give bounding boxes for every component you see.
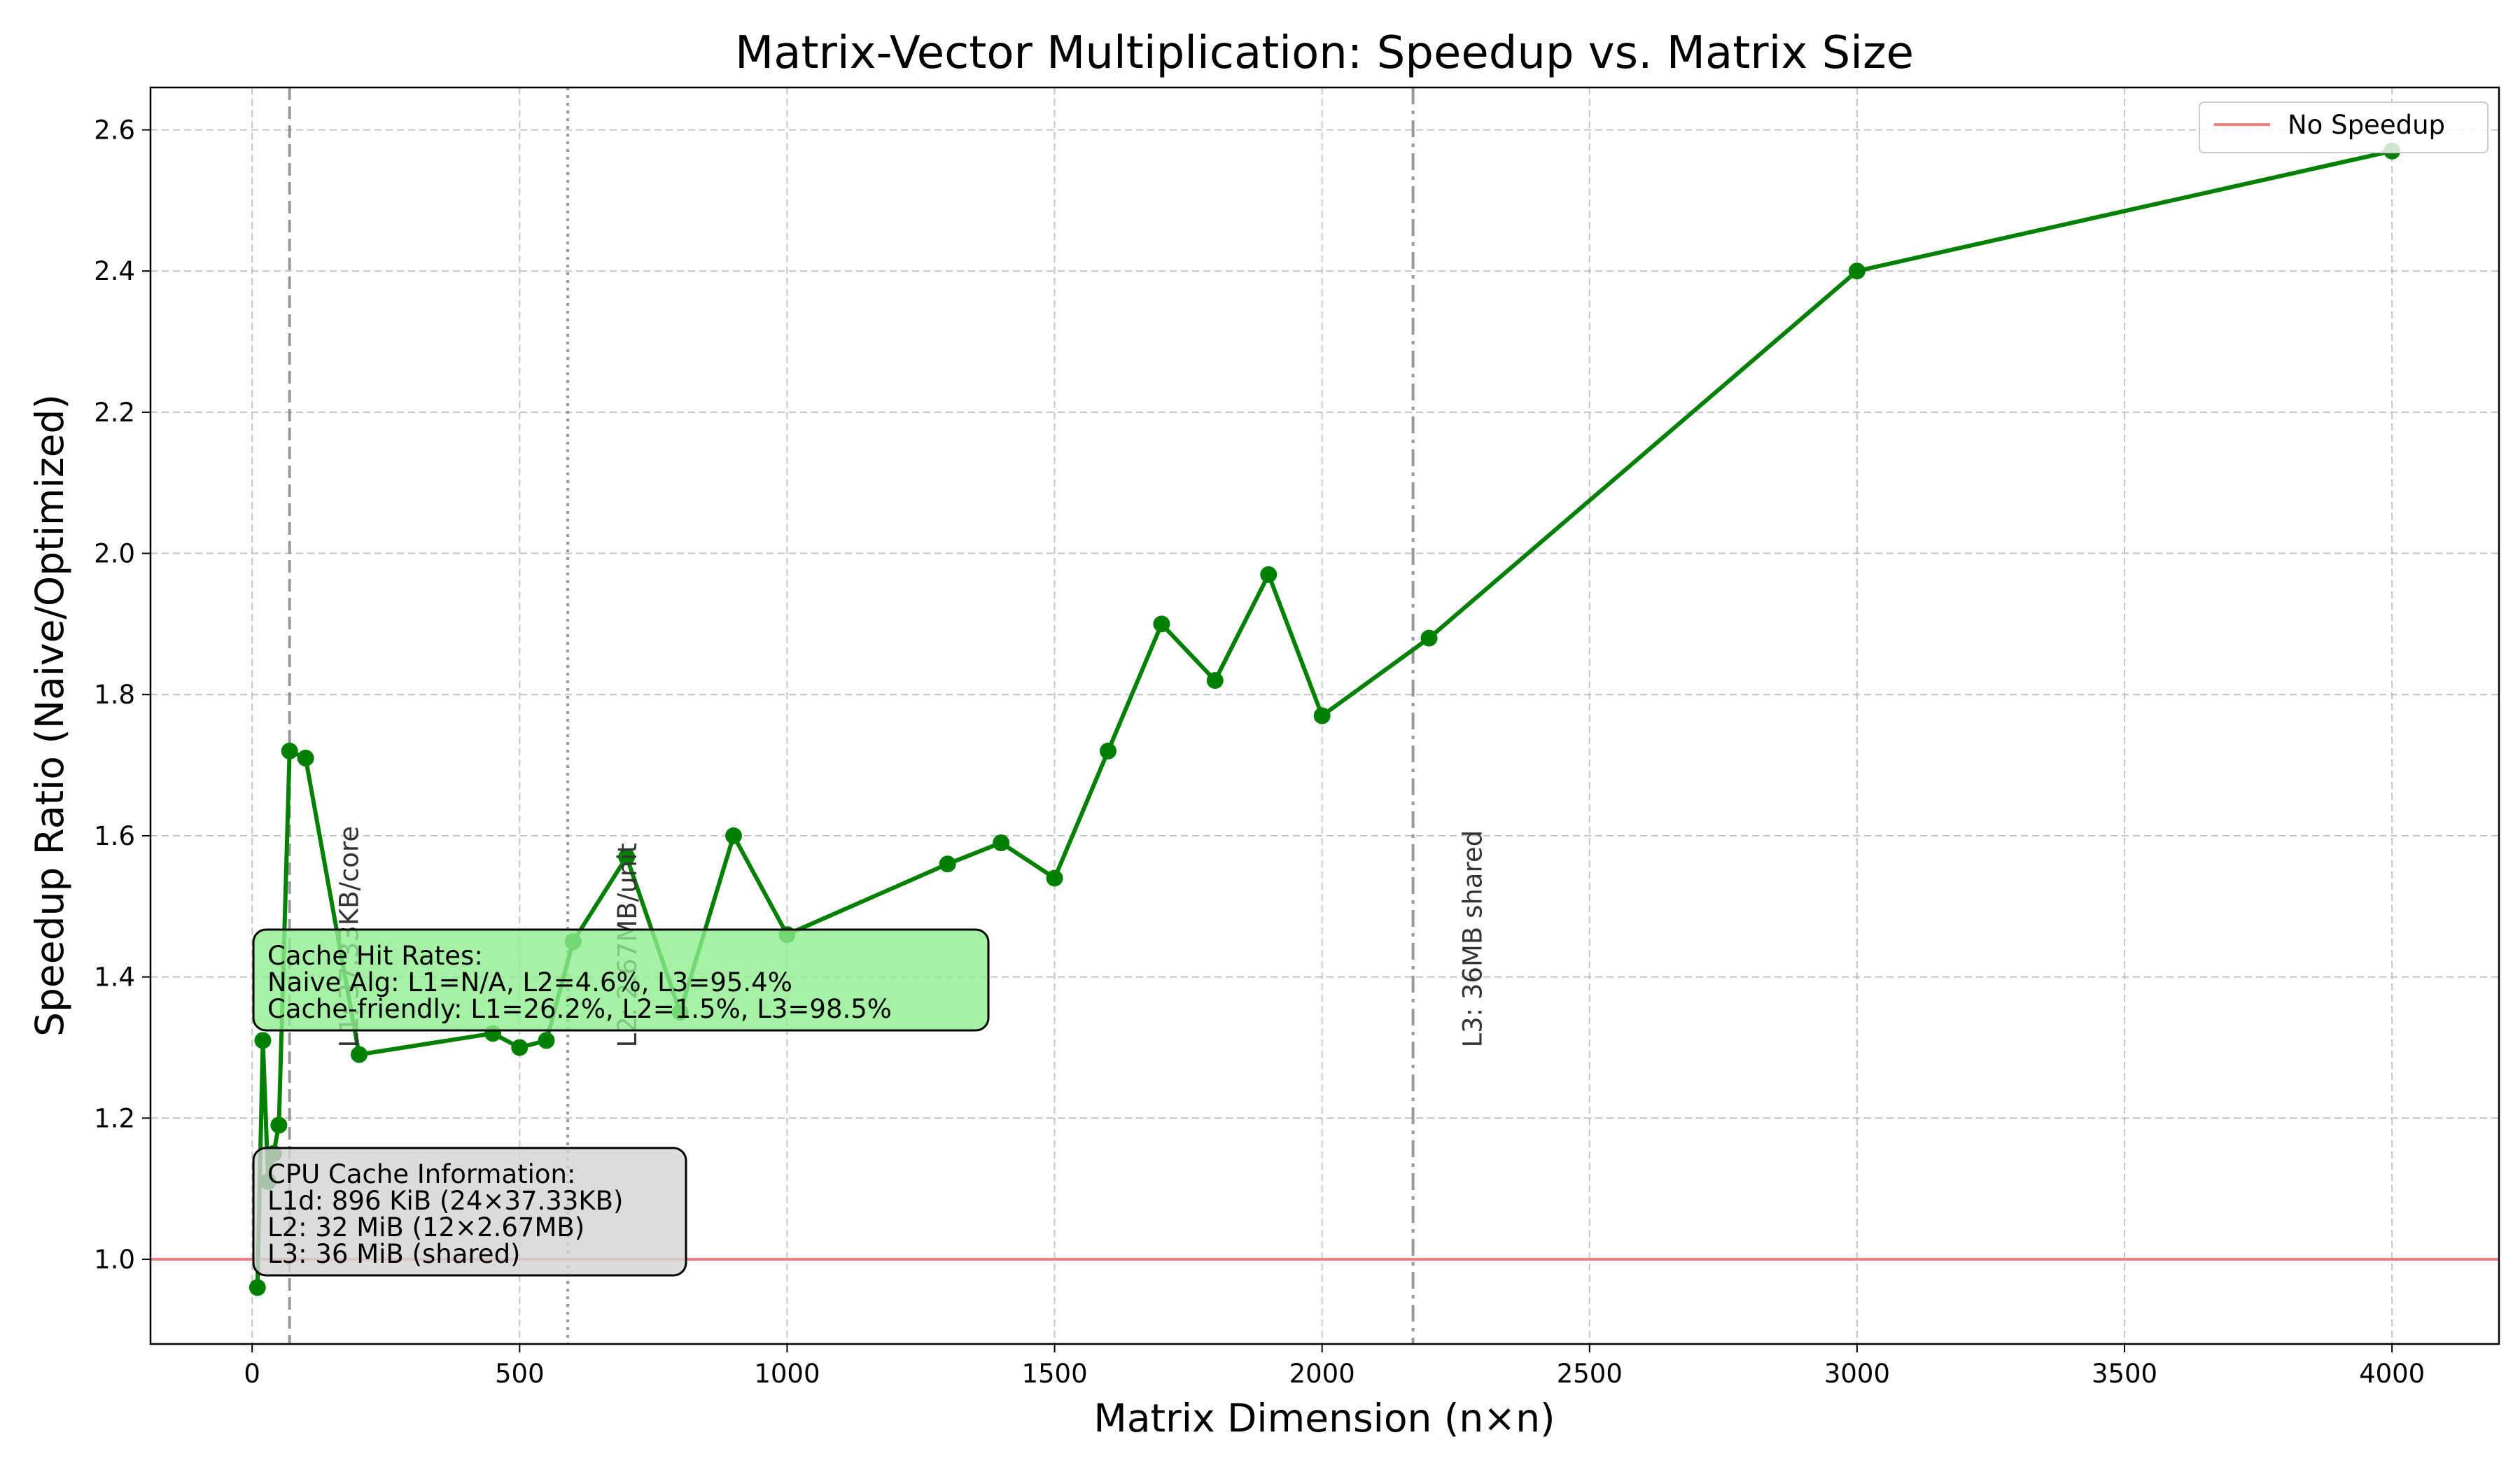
x-tick-label: 2000: [1289, 1359, 1355, 1389]
data-point: [1313, 707, 1331, 724]
data-point: [281, 742, 298, 760]
y-tick-label: 1.2: [94, 1103, 135, 1133]
cpu-cache-info-box: CPU Cache Information:L1d: 896 KiB (24×3…: [252, 1147, 687, 1277]
y-tick-label: 1.0: [94, 1245, 135, 1275]
annotation-boxes: Cache Hit Rates:Naive Alg: L1=N/A, L2=4.…: [252, 928, 990, 1277]
cpu-cache-info-box-line: L2: 32 MiB (12×2.67MB): [267, 1212, 584, 1242]
cache-hit-rates-box-frame: [252, 928, 990, 1032]
cpu-cache-info-box-line: CPU Cache Information:: [267, 1159, 575, 1189]
data-point: [1848, 262, 1865, 280]
y-tick-label: 2.2: [94, 398, 135, 428]
data-point: [1260, 566, 1278, 583]
x-tick-label: 0: [244, 1359, 260, 1389]
data-point: [270, 1116, 288, 1134]
cache-boundary-lines: [288, 88, 1415, 1344]
cache-hit-rates-box: Cache Hit Rates:Naive Alg: L1=N/A, L2=4.…: [252, 928, 990, 1032]
y-tick-label: 1.6: [94, 821, 135, 851]
data-point: [1206, 672, 1224, 690]
data-point: [725, 827, 743, 844]
y-tick-label: 2.6: [94, 115, 135, 146]
legend-frame: [2199, 102, 2488, 153]
axis-ticks: 0 500 1000 1500 2000 2500 3000 3500 4000 1.0 1.2 1.…: [94, 115, 2425, 1389]
x-axis-label: Matrix Dimension (n×n): [1093, 1396, 1555, 1441]
grid: [150, 88, 2499, 1344]
cache-hit-rates-box-line: Cache-friendly: L1=26.2%, L2=1.5%, L3=98…: [267, 994, 892, 1024]
data-point: [351, 1046, 368, 1063]
legend: No Speedup: [2199, 102, 2488, 153]
data-point: [939, 855, 956, 873]
data-point: [248, 1279, 266, 1296]
y-tick-label: 1.4: [94, 962, 135, 993]
data-point: [993, 834, 1010, 852]
data-point: [1153, 615, 1170, 633]
cache-boundary-label: L3: 36MB shared: [1458, 830, 1488, 1048]
y-tick-label: 1.8: [94, 680, 135, 710]
x-tick-label: 500: [495, 1359, 545, 1389]
x-tick-label: 3500: [2092, 1359, 2157, 1389]
y-tick-label: 2.0: [94, 539, 135, 569]
data-point: [297, 750, 314, 767]
data-point: [511, 1039, 528, 1056]
data-point: [618, 848, 636, 866]
data-point: [1046, 869, 1063, 887]
cache-hit-rates-box-line: Cache Hit Rates:: [267, 941, 483, 971]
chart-title: Matrix-Vector Multiplication: Speedup vs…: [735, 27, 1914, 79]
x-tick-label: 1000: [754, 1359, 820, 1389]
y-tick-label: 2.4: [94, 256, 135, 286]
x-tick-label: 4000: [2359, 1359, 2425, 1389]
data-point: [254, 1032, 272, 1049]
x-tick-label: 2500: [1557, 1359, 1623, 1389]
cpu-cache-info-box-line: L3: 36 MiB (shared): [267, 1239, 521, 1269]
cpu-cache-info-box-line: L1d: 896 KiB (24×37.33KB): [267, 1186, 623, 1216]
cpu-cache-info-box-frame: [252, 1147, 687, 1277]
x-tick-label: 1500: [1021, 1359, 1087, 1389]
data-point: [538, 1032, 555, 1049]
legend-label-no-speedup: No Speedup: [2288, 110, 2445, 140]
y-axis-label: Speedup Ratio (Naive/Optimized): [27, 394, 72, 1037]
x-tick-label: 3000: [1824, 1359, 1890, 1389]
cache-hit-rates-box-line: Naive Alg: L1=N/A, L2=4.6%, L3=95.4%: [267, 967, 792, 997]
data-point: [1099, 742, 1116, 760]
plot-frame: [149, 86, 2500, 1345]
data-point: [1420, 629, 1438, 647]
